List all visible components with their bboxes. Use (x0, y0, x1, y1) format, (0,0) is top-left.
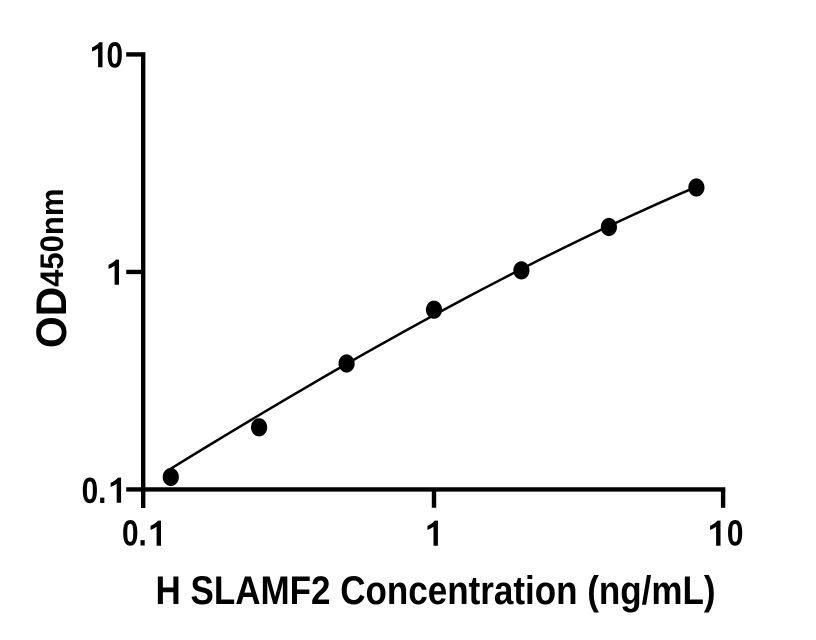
svg-text:0.: 0. (122, 514, 147, 554)
svg-text:0: 0 (106, 36, 123, 76)
svg-text:H SLAMF2 Concentration (ng/mL): H SLAMF2 Concentration (ng/mL) (155, 568, 715, 613)
svg-text:0: 0 (727, 514, 744, 554)
svg-text:OD450nm: OD450nm (27, 189, 75, 348)
svg-text:0.: 0. (82, 471, 107, 511)
